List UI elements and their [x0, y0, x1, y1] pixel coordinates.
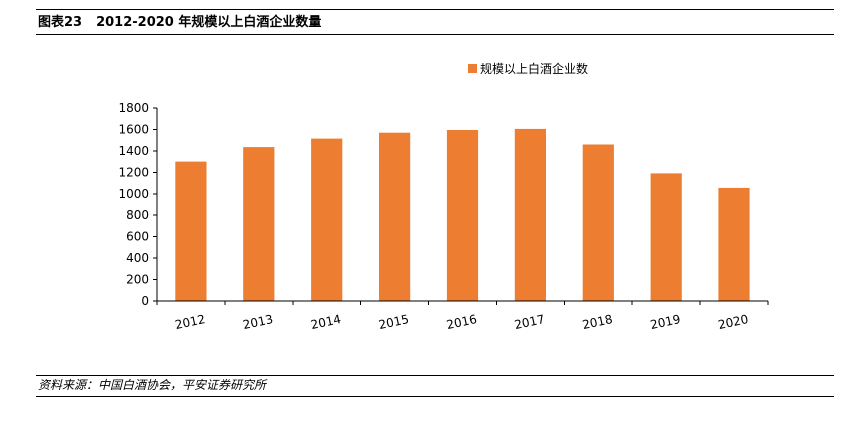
y-tick-label: 1800 [118, 101, 149, 115]
y-tick-label: 200 [126, 273, 149, 287]
y-tick-label: 400 [126, 251, 149, 265]
y-tick-label: 800 [126, 208, 149, 222]
source-top-rule [36, 375, 834, 376]
y-tick-labels: 0 200 400 600 800 1000 1200 1400 1600 1800 [118, 101, 149, 308]
x-tick-label-2012: 2012 [174, 312, 207, 332]
bar-2018 [582, 144, 614, 301]
figure-title: 2012-2020 年规模以上白酒企业数量 [96, 15, 322, 30]
x-tick-labels: 2012 2013 2014 2015 2016 2017 2018 2019 2020 [174, 312, 750, 332]
y-tick-label: 1200 [118, 165, 149, 179]
axes-group [153, 107, 769, 305]
y-tick-label: 1000 [118, 187, 149, 201]
bar-2016 [446, 130, 479, 301]
x-tick-label-2018: 2018 [581, 312, 614, 332]
y-tick-label: 0 [141, 294, 149, 308]
x-tick-label-2014: 2014 [309, 312, 342, 332]
bar-2015 [379, 132, 411, 301]
x-tick-label-2020: 2020 [717, 312, 750, 332]
legend-label: 规模以上白酒企业数 [480, 61, 588, 76]
bar-2019 [650, 173, 682, 301]
source-bottom-rule [36, 396, 834, 397]
x-tick-label-2015: 2015 [377, 312, 410, 332]
y-tick-label: 1600 [118, 122, 149, 136]
x-tick-label-2017: 2017 [513, 312, 546, 332]
y-tick-label: 600 [126, 230, 149, 244]
bar-2013 [243, 147, 275, 301]
source-note: 资料来源：中国白酒协会，平安证券研究所 [38, 378, 267, 392]
bar-2014 [311, 138, 343, 301]
top-rule [36, 9, 834, 10]
bar-2017 [514, 128, 546, 301]
figure-header: 图表23 2012-2020 年规模以上白酒企业数量 [36, 12, 834, 35]
x-tick-label-2019: 2019 [649, 312, 682, 332]
y-tick-label: 1400 [118, 144, 149, 158]
chart-legend: 规模以上白酒企业数 [468, 61, 588, 76]
legend-swatch [468, 64, 477, 73]
figure-label: 图表23 [38, 15, 83, 30]
x-tick-label-2013: 2013 [242, 312, 275, 332]
x-tick-label-2016: 2016 [445, 312, 478, 332]
bar-2012 [175, 161, 207, 301]
bars-group [175, 128, 750, 301]
bar-2020 [718, 187, 750, 301]
